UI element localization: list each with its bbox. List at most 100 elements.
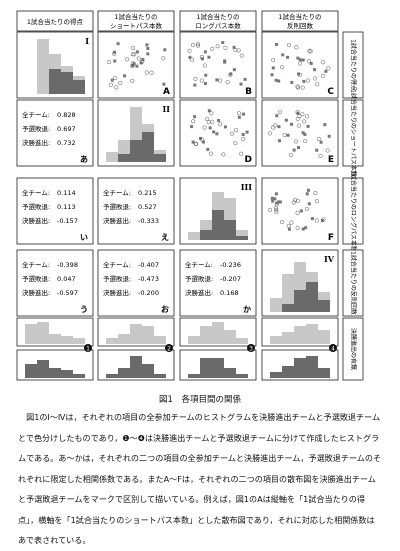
correlation-label: 全チーム: [22, 260, 50, 269]
scatter-point-prelim [271, 125, 276, 130]
scatter-point-final [306, 124, 310, 128]
scatter-point-prelim [293, 197, 298, 202]
scatter-point-final [292, 148, 296, 152]
final-histogram-bar [236, 374, 248, 378]
scatter-point-prelim [321, 217, 326, 222]
scatter-point-final [273, 197, 277, 201]
scatter-point-final [223, 125, 227, 129]
scatter-point-prelim [210, 46, 215, 51]
scatter-point-final [239, 82, 243, 86]
scatter-letter-label: F [328, 233, 334, 243]
matrix-cell [261, 31, 339, 99]
scatter-point-prelim [302, 119, 307, 124]
histogram-marker-circle [165, 344, 173, 352]
correlation-id-label: う [80, 305, 88, 314]
scatter-point-prelim [190, 42, 195, 47]
correlation-value: -0.407 [138, 261, 159, 269]
row-header-text: 1試合当たりの反則回数 [350, 251, 358, 315]
correlation-value: 0.113 [57, 203, 76, 211]
prelim-histogram-bar [118, 334, 130, 344]
scatter-point-final [313, 68, 317, 72]
prelim-histogram-bar [142, 326, 154, 344]
scatter-point-final [207, 109, 211, 113]
prelim-histogram-bar [130, 324, 142, 344]
scatter-point-final [305, 192, 309, 196]
histogram-bar-dark [200, 230, 212, 240]
scatter-point-final [208, 126, 212, 130]
scatter-point-final [306, 188, 310, 192]
correlation-label: 決勝進出: [103, 288, 131, 297]
matrix-cell [179, 249, 257, 317]
scatter-point-prelim [125, 57, 130, 62]
scatter-letter-label: A [163, 87, 170, 97]
scatter-point-prelim [241, 137, 246, 142]
scatter-point-final [237, 115, 241, 119]
correlation-value: 0.697 [57, 125, 76, 133]
scatter-point-prelim [215, 44, 220, 49]
scatter-point-prelim [306, 78, 311, 83]
scatter-point-prelim [114, 85, 119, 90]
scatter-point-final [286, 133, 290, 137]
scatter-point-prelim [326, 66, 331, 71]
scatter-point-final [204, 73, 208, 77]
histogram-marker-number: 2 [167, 345, 171, 352]
scatter-point-final [320, 219, 324, 223]
scatter-point-final [324, 69, 328, 73]
roman-numeral-label: IV [324, 254, 335, 264]
column-header-text: 反則回数 [287, 21, 314, 30]
scatter-point-final [188, 55, 192, 59]
correlation-label: 決勝進出: [103, 216, 131, 225]
scatter-point-prelim [304, 206, 309, 212]
scatter-point-prelim [303, 139, 308, 144]
correlation-label: 予選敗退: [103, 202, 131, 211]
scatter-point-final [307, 202, 311, 206]
scatter-point-final [303, 132, 307, 136]
roman-numeral-label: I [85, 36, 89, 46]
scatter-point-final [277, 79, 281, 83]
row-header-box [342, 177, 364, 245]
scatter-point-final [274, 192, 278, 196]
scatter-point-prelim [195, 41, 200, 47]
scatter-point-final [232, 68, 236, 72]
matrix-cell [16, 99, 94, 167]
scatter-point-prelim [196, 43, 201, 48]
scatter-point-final [131, 64, 135, 68]
scatter-point-prelim [239, 151, 244, 156]
scatter-point-final [274, 43, 278, 47]
histogram-bar-dark [154, 154, 166, 162]
scatter-point-prelim [132, 52, 137, 57]
scatter-point-final [162, 82, 166, 86]
scatter-point-final [274, 78, 278, 82]
final-histogram-bar [37, 360, 49, 378]
scatter-point-prelim [189, 57, 194, 62]
scatter-point-final [301, 131, 305, 135]
correlation-label: 予選敗退: [103, 274, 131, 283]
final-histogram-bar [73, 374, 85, 378]
scatter-point-prelim [325, 148, 330, 153]
final-histogram-bar [224, 368, 236, 378]
row-header-text: 1試合当たりのロングパス本数 [350, 170, 358, 252]
scatter-point-final [277, 139, 281, 143]
correlation-label: 決勝進出: [22, 138, 50, 147]
scatter-point-final [203, 50, 207, 54]
column-header-text: ショートパス本数 [110, 21, 163, 30]
scatter-point-final [271, 199, 275, 203]
final-histogram-bar [106, 374, 118, 378]
scatter-point-final [298, 58, 302, 62]
scatter-point-final [315, 148, 319, 152]
histogram-bar-light [282, 274, 294, 312]
scatter-point-prelim [295, 210, 300, 215]
scatter-point-final [304, 226, 308, 230]
scatter-point-final [163, 48, 167, 52]
histogram-bar-dark [130, 140, 142, 162]
column-header-text: 1試合当たりの [196, 12, 239, 21]
correlation-value: 0.732 [57, 139, 76, 147]
correlation-id-label: い [80, 233, 88, 242]
scatter-point-prelim [199, 54, 204, 60]
scatter-point-prelim [289, 220, 294, 225]
correlation-label: 予選敗退: [22, 274, 50, 283]
histogram-bar-dark [282, 304, 294, 312]
histogram-marker-circle [329, 344, 337, 352]
scatter-point-prelim [108, 82, 113, 87]
column-header-box [97, 10, 175, 32]
